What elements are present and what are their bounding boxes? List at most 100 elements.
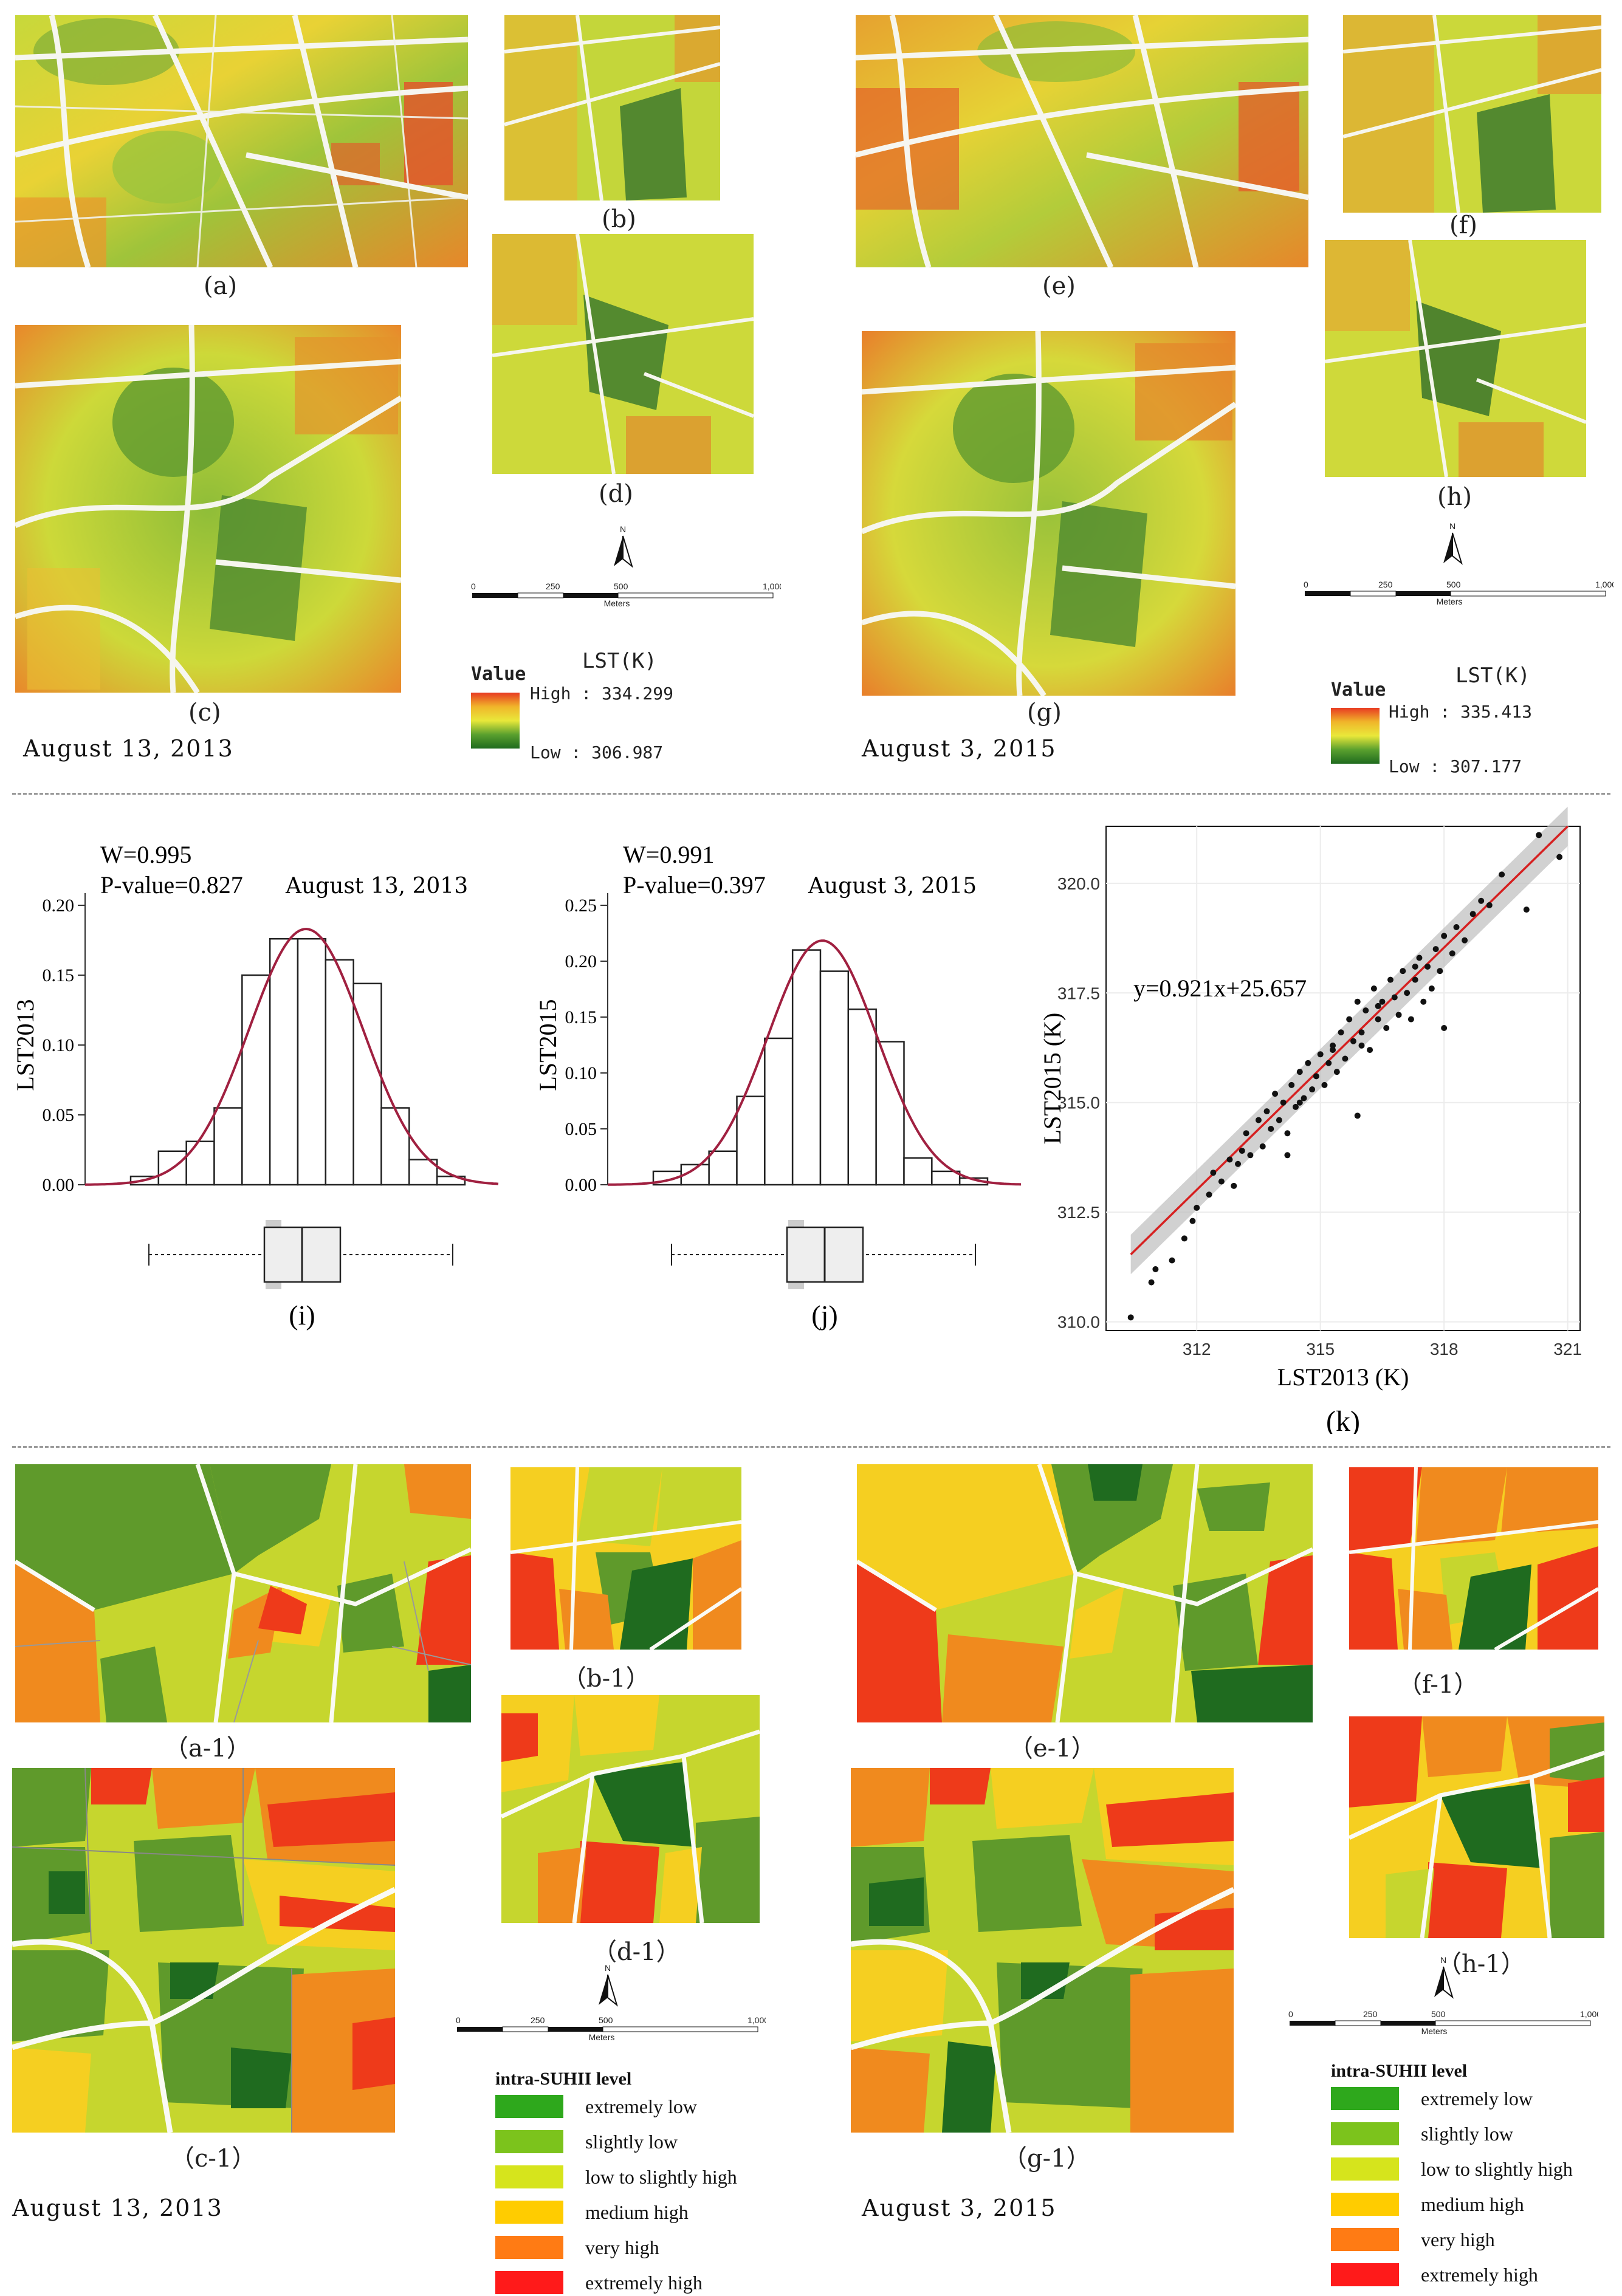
label-d1: （d-1） <box>593 1938 681 1966</box>
scale-bar-2015: 0 250 500 1,000 Meters <box>1297 580 1617 611</box>
svg-text:0: 0 <box>471 582 476 591</box>
density-curve <box>84 927 499 1186</box>
legend-swatch <box>495 2271 563 2294</box>
data-point <box>1462 937 1468 944</box>
legend-row: extremely high <box>495 2269 703 2296</box>
histogram-bar <box>297 937 327 1186</box>
histogram-2015: 0.00 0.05 0.10 0.15 0.20 0.25 LST2015 W=0.991 P-… <box>534 841 1022 1331</box>
legend-swatch <box>1331 2193 1399 2216</box>
suhii-legend-title-2015: intra-SUHII level <box>1331 2061 1468 2081</box>
histogram-bar <box>708 1150 738 1186</box>
suhii-map-h1 <box>1349 1716 1604 1938</box>
data-point <box>1210 1170 1217 1176</box>
svg-text:0: 0 <box>1288 2010 1293 2019</box>
y-tick-label: 0.25 <box>565 896 597 916</box>
annotation-p: P-value=0.827 <box>100 871 243 899</box>
suhii-legend-2013: extremely low slightly low low to slight… <box>495 2093 775 2294</box>
legend-label: very high <box>1421 2228 1495 2250</box>
y-tick-label: 317.5 <box>1057 984 1100 1002</box>
data-point <box>1412 963 1418 970</box>
legend-row: extremely high <box>1331 2261 1538 2288</box>
scale-bar-suhii-2013: 0 250 500 1,000 Meters <box>450 2015 769 2046</box>
y-tick-label: 320.0 <box>1057 874 1100 893</box>
svg-text:500: 500 <box>1431 2010 1446 2019</box>
y-tick-label: 0.05 <box>565 1119 597 1139</box>
lst-legend-high-2013: High : 334.299 <box>530 684 674 704</box>
label-c1: （c-1） <box>170 2145 256 2173</box>
label-e: (e) <box>1042 272 1076 300</box>
data-point <box>1226 1156 1233 1163</box>
lst-map-b <box>504 15 720 200</box>
histogram-bar <box>764 1037 794 1186</box>
legend-label: extremely low <box>1421 2087 1533 2109</box>
lst-gradient-2015 <box>1331 708 1380 764</box>
legend-swatch <box>495 2236 563 2259</box>
data-point <box>1243 1130 1249 1137</box>
legend-label: extremely low <box>585 2095 697 2117</box>
data-point <box>1428 985 1435 992</box>
legend-swatch <box>495 2165 563 2188</box>
y-axis-label: LST2013 <box>12 999 39 1091</box>
legend-swatch <box>1331 2157 1399 2181</box>
legend-row: medium high <box>495 2199 689 2226</box>
y-tick-label: 0.20 <box>565 951 597 972</box>
legend-swatch <box>1331 2087 1399 2110</box>
label-e1: （e-1） <box>1009 1735 1096 1763</box>
data-point <box>1358 1042 1365 1049</box>
data-point <box>1284 1152 1291 1159</box>
legend-swatch <box>1331 2122 1399 2145</box>
legend-label: slightly low <box>1421 2122 1514 2145</box>
caption: (j) <box>811 1300 837 1331</box>
annotation-date: August 13, 2013 <box>285 874 468 899</box>
data-point <box>1148 1279 1155 1286</box>
legend-label: medium high <box>1421 2193 1524 2215</box>
legend-row: very high <box>495 2234 659 2261</box>
legend-label: low to slightly high <box>585 2165 737 2188</box>
data-point <box>1272 1091 1279 1097</box>
data-point <box>1255 1117 1262 1123</box>
data-point <box>1296 1069 1303 1075</box>
north-arrow-2015: N <box>1437 519 1468 568</box>
lst-legend-title-2013: LST(K) <box>582 649 657 673</box>
suhii-map-e1 <box>857 1464 1313 1722</box>
data-point <box>1370 985 1377 992</box>
north-arrow-suhii-2015: N <box>1428 1953 1459 2002</box>
suhii-map-f1 <box>1349 1467 1598 1650</box>
x-tick-label: 312 <box>1183 1340 1211 1359</box>
svg-text:250: 250 <box>546 582 560 591</box>
data-point <box>1375 1016 1381 1023</box>
histogram-2013: 0.00 0.05 0.10 0.15 0.20 LST2013 W=0.995 P-valu… <box>12 841 499 1331</box>
data-point <box>1338 1029 1344 1036</box>
data-point <box>1293 1103 1299 1110</box>
legend-row: low to slightly high <box>1331 2156 1573 2182</box>
y-axis-label: LST2015 (K) <box>1039 1013 1066 1145</box>
data-point <box>1280 1099 1287 1106</box>
svg-text:N: N <box>605 1963 611 1973</box>
data-point <box>1416 954 1423 961</box>
date-2015-bottom: August 3, 2015 <box>862 2195 1057 2221</box>
data-point <box>1346 1016 1353 1023</box>
legend-row: slightly low <box>495 2128 678 2155</box>
svg-text:1,000: 1,000 <box>747 2016 766 2025</box>
legend-label: extremely high <box>1421 2263 1538 2286</box>
y-tick-label: 0.15 <box>43 965 75 985</box>
y-tick-label: 0.05 <box>43 1105 75 1125</box>
label-h1: （h-1） <box>1437 1950 1525 1978</box>
x-tick-label: 315 <box>1306 1340 1335 1359</box>
svg-text:N: N <box>1440 1955 1446 1965</box>
data-point <box>1194 1204 1200 1211</box>
data-point <box>1404 990 1411 996</box>
data-point <box>1523 906 1530 913</box>
data-point <box>1437 968 1443 975</box>
data-point <box>1354 1112 1361 1119</box>
data-point <box>1395 1012 1402 1018</box>
legend-row: extremely low <box>495 2093 697 2120</box>
lst-map-e <box>856 15 1308 267</box>
data-point <box>1259 1143 1266 1150</box>
suhii-map-b1 <box>510 1467 741 1650</box>
suhii-map-g1 <box>851 1768 1234 2133</box>
suhii-map-a1 <box>15 1464 471 1722</box>
label-f: (f) <box>1449 211 1478 239</box>
lst-legend-value-2013: Value <box>471 663 526 685</box>
legend-label: medium high <box>585 2201 689 2223</box>
